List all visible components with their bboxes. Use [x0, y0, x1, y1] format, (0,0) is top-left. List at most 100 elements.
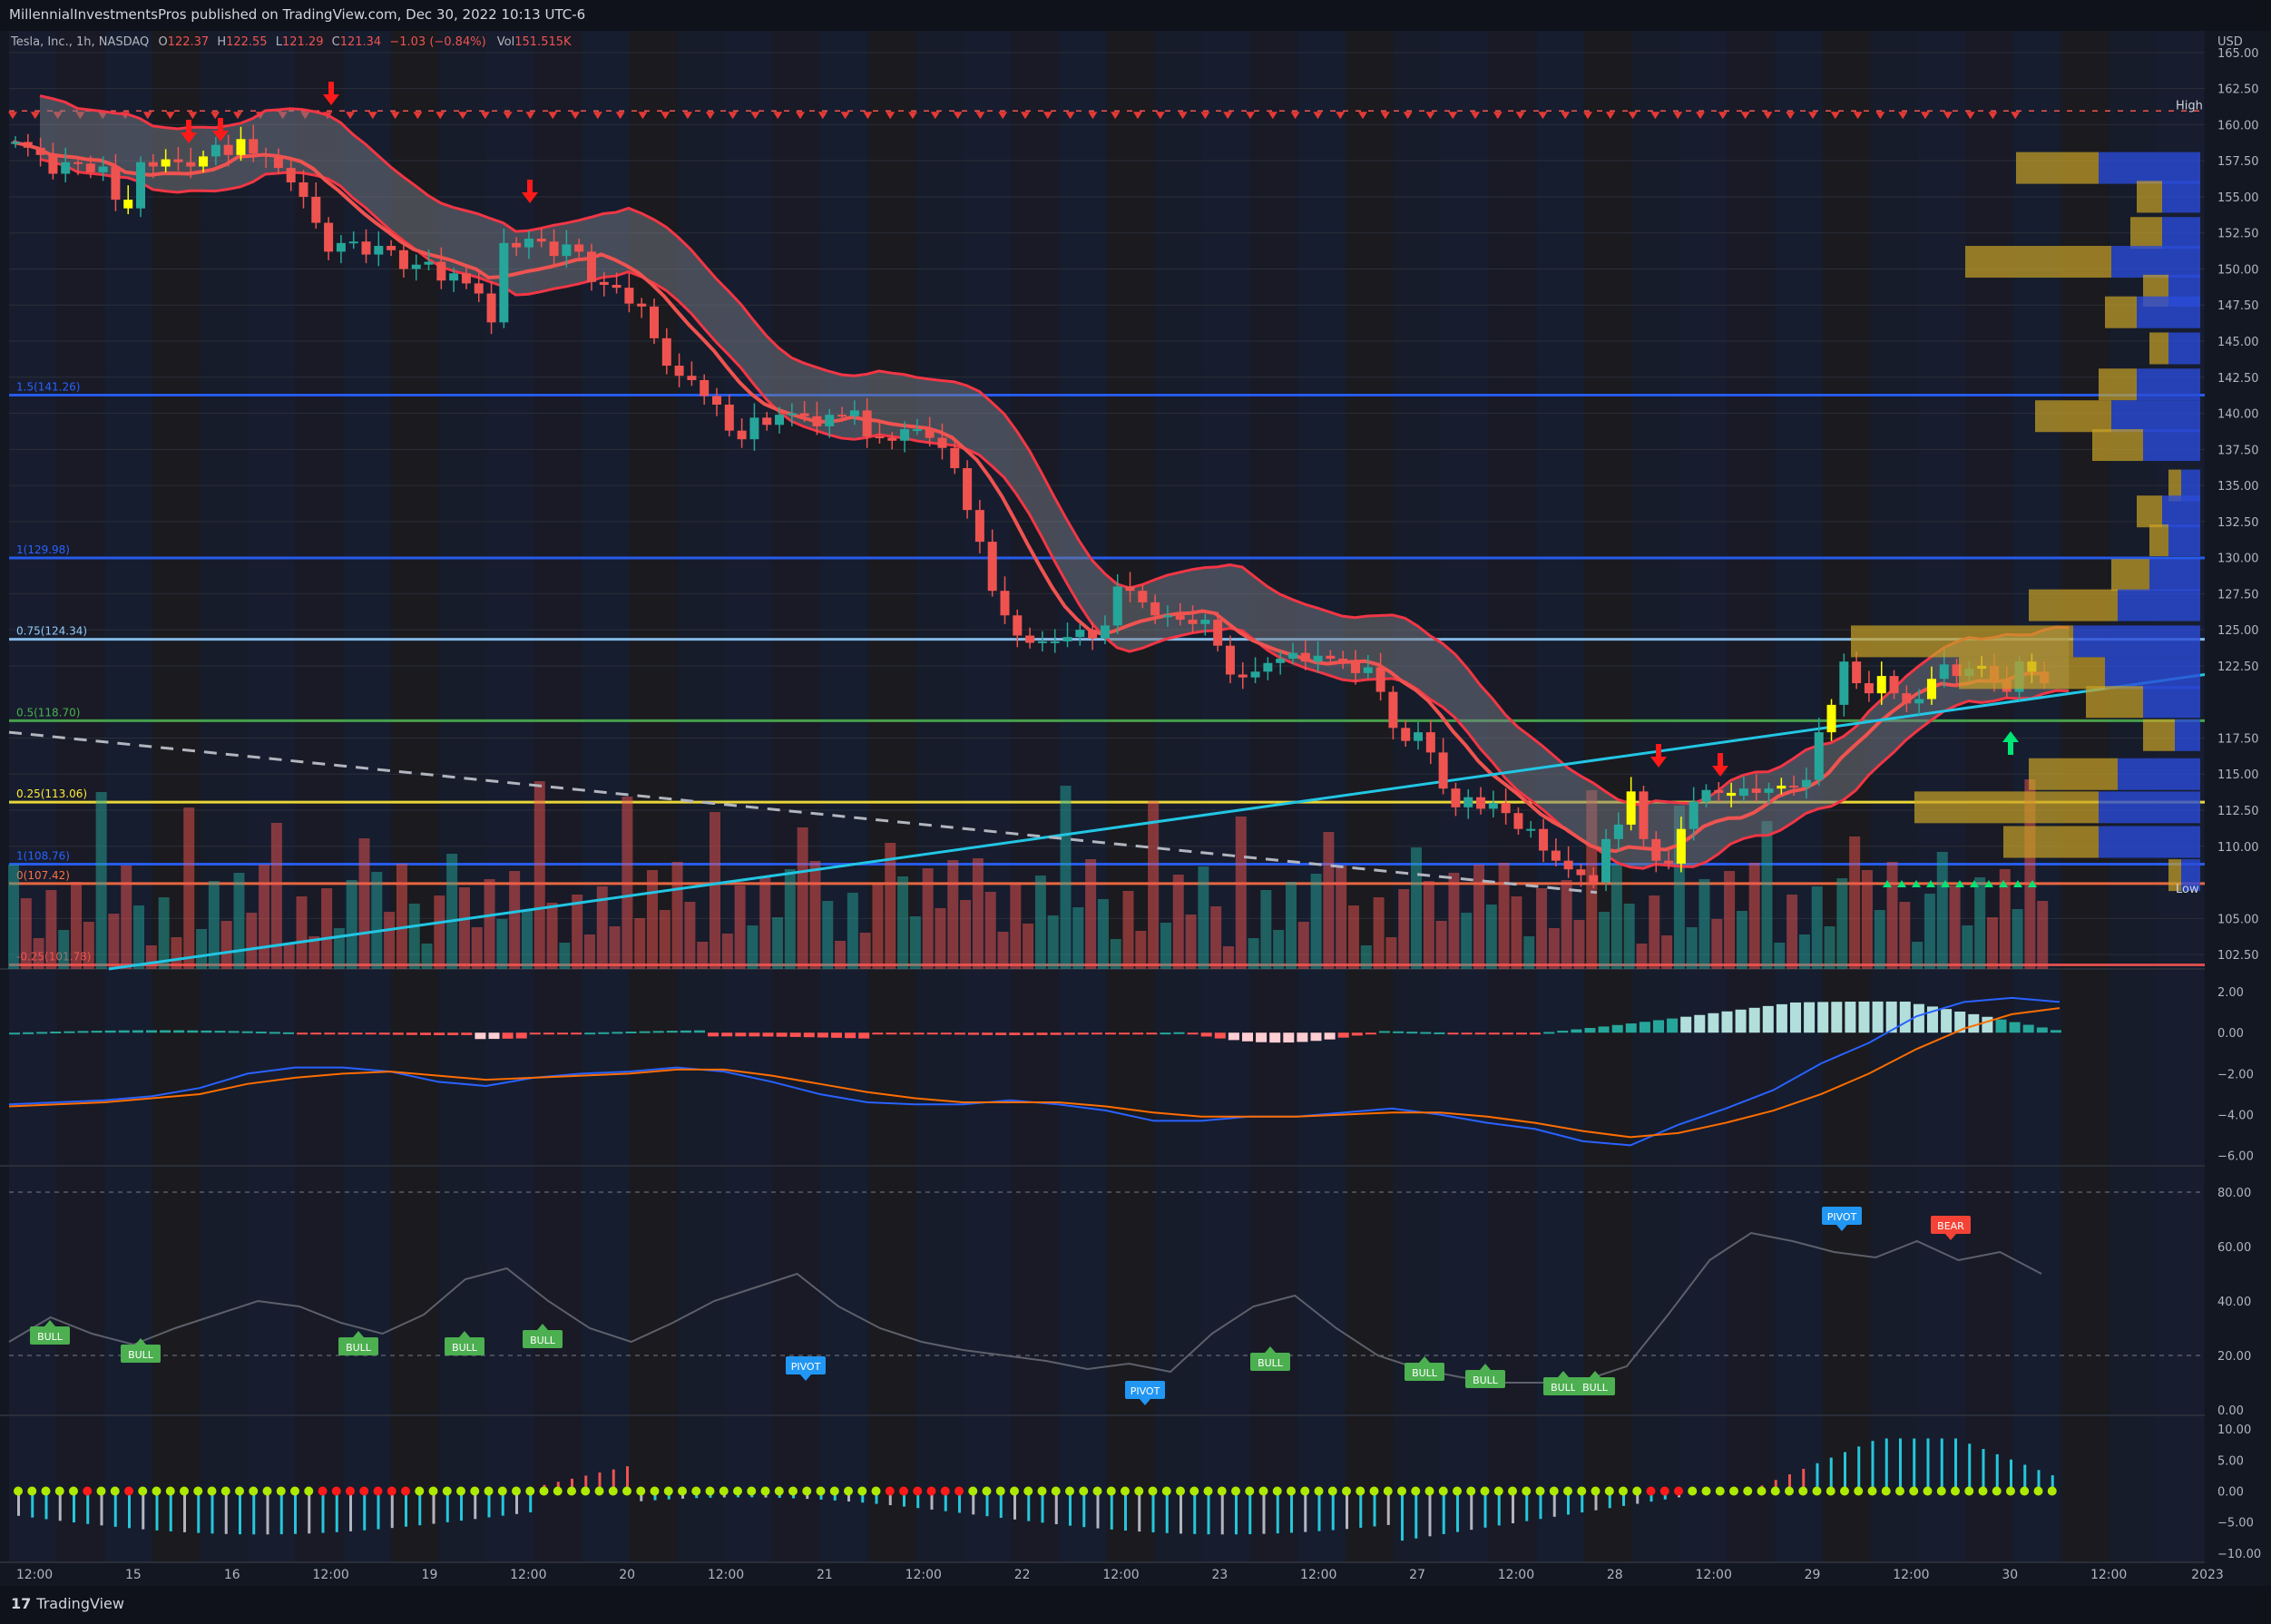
volume-bar — [759, 877, 771, 969]
price-tick-label: 125.00 — [2217, 624, 2259, 638]
resistance-marker — [1808, 112, 1817, 120]
macd-histogram-bar — [173, 1030, 185, 1033]
squeeze-dot — [1245, 1486, 1255, 1496]
squeeze-dot — [1964, 1486, 1974, 1496]
macd-histogram-bar — [1337, 1032, 1349, 1038]
volume-bar — [1198, 866, 1209, 969]
momentum-pane[interactable] — [14, 1438, 2057, 1541]
squeeze-dot — [1134, 1486, 1144, 1496]
macd-histogram-bar — [1872, 1001, 1884, 1033]
volume-bar — [158, 897, 170, 969]
price-tick-label: 110.00 — [2217, 841, 2259, 855]
buy-marker — [1912, 880, 1921, 887]
resistance-marker — [413, 112, 423, 120]
squeeze-dot — [1121, 1486, 1130, 1496]
candle-body — [1701, 789, 1711, 802]
squeeze-dot — [1272, 1486, 1282, 1496]
squeeze-dot — [1701, 1486, 1711, 1496]
price-pane[interactable]: 1.5(141.26) 1(129.98) 0.75(124.34) 0.5(118.… — [8, 82, 2261, 971]
signal-badge-label: BEAR — [1937, 1220, 1964, 1232]
volume-bar — [559, 943, 571, 969]
macd-histogram-bar — [1242, 1032, 1253, 1042]
macd-histogram-bar — [1379, 1031, 1390, 1033]
volume-bar — [71, 882, 83, 969]
resistance-marker — [592, 112, 602, 120]
volume-bar — [596, 886, 608, 969]
candle-body — [1839, 661, 1849, 705]
squeeze-dot — [96, 1486, 106, 1496]
resistance-marker — [1538, 112, 1548, 120]
candle-body — [236, 139, 246, 155]
candle-body — [85, 163, 95, 172]
volume-bar — [1072, 907, 1084, 969]
macd-histogram-bar — [735, 1032, 747, 1037]
squeeze-dot — [152, 1486, 162, 1496]
momentum-bar — [294, 1491, 297, 1534]
session-band — [964, 31, 1012, 1562]
squeeze-dot — [733, 1486, 742, 1496]
squeeze-dot — [41, 1486, 51, 1496]
momentum-bar — [1373, 1491, 1376, 1527]
volume-profile-blue — [2168, 524, 2200, 557]
resistance-marker — [863, 112, 873, 120]
signal-badge-bull — [30, 1326, 70, 1345]
resistance-marker — [773, 112, 783, 120]
volume-bar — [997, 932, 1009, 969]
price-tick-label: 150.00 — [2217, 263, 2259, 277]
macd-histogram-bar — [1105, 1032, 1116, 1035]
momentum-bar — [1995, 1453, 1999, 1492]
macd-histogram-bar — [1324, 1032, 1336, 1040]
tradingview-logo[interactable]: 17 TradingView — [11, 1595, 124, 1612]
squeeze-dot — [415, 1486, 425, 1496]
volume-profile-gold — [1851, 625, 2073, 658]
squeeze-dot — [1493, 1486, 1503, 1496]
volume-bar — [434, 895, 445, 969]
momentum-bar — [1857, 1446, 1861, 1492]
buy-marker — [1883, 880, 1892, 887]
volume-bar — [484, 879, 495, 969]
momentum-bar — [1124, 1491, 1127, 1531]
signal-badge-pointer — [1836, 1225, 1847, 1231]
buy-marker — [1955, 880, 1964, 887]
oscillator-pane[interactable]: BULL BULL BULL BULL BULL PIVOT PIVOT BULL BULL BU… — [8, 1191, 2205, 1405]
macd-histogram-bar — [2036, 1027, 2048, 1033]
candle-body — [173, 159, 183, 162]
macd-histogram-bar — [1804, 1002, 1816, 1033]
momentum-bar — [1802, 1468, 1806, 1492]
candle-body — [1075, 630, 1085, 638]
chart-canvas[interactable]: 1.5(141.26) 1(129.98) 0.75(124.34) 0.5(118.… — [0, 31, 2271, 1586]
momentum-bar — [1165, 1491, 1169, 1533]
volume-bar — [1923, 894, 1935, 969]
momentum-bar — [930, 1491, 934, 1510]
candle-body — [1576, 869, 1586, 876]
macd-pane[interactable] — [8, 996, 2061, 1147]
squeeze-dot — [1176, 1486, 1185, 1496]
momentum-bar — [847, 1491, 850, 1502]
macd-histogram-bar — [1543, 1032, 1555, 1034]
signal-badge-label: BULL — [1258, 1357, 1284, 1369]
signal-badge-pointer — [1265, 1346, 1276, 1353]
volume-bar — [1824, 926, 1835, 969]
macd-histogram-bar — [749, 1032, 760, 1037]
candle-body — [549, 241, 559, 257]
resistance-marker — [210, 112, 220, 120]
momentum-bar — [1954, 1438, 1957, 1492]
buy-marker — [1970, 880, 1979, 887]
macd-histogram-bar — [1393, 1031, 1405, 1033]
macd-histogram-bar — [488, 1032, 500, 1040]
volume-profile-blue — [2181, 859, 2200, 892]
squeeze-dot — [1453, 1486, 1462, 1496]
momentum-bar — [1276, 1491, 1279, 1534]
squeeze-dot — [1258, 1486, 1268, 1496]
volume-bar — [1649, 895, 1660, 969]
macd-histogram-bar — [297, 1032, 308, 1035]
time-axis[interactable]: 12:00 15 16 12:00 19 12:00 20 12:00 21 12:00 22 12:… — [16, 1568, 2224, 1582]
resistance-marker — [142, 112, 152, 120]
volume-profile-gold — [2029, 589, 2118, 621]
candle-body — [1438, 752, 1448, 789]
squeeze-dot — [1051, 1486, 1061, 1496]
candle-body — [1188, 620, 1198, 624]
volume-bar — [1185, 915, 1197, 969]
squeeze-dot — [1535, 1486, 1545, 1496]
